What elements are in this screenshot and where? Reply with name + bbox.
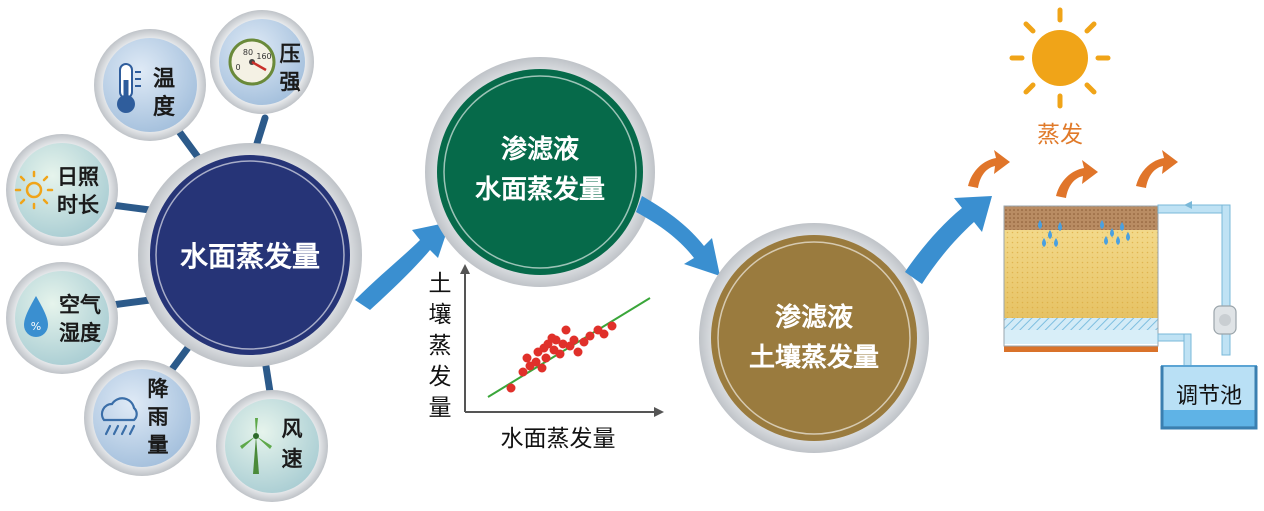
evaporation-arrows — [968, 150, 1178, 198]
sun-small-icon — [14, 170, 54, 210]
svg-text:%: % — [31, 320, 41, 333]
pump-icon — [1213, 305, 1237, 335]
scatter-points — [506, 321, 617, 393]
factor-humidity: % 空气 湿度 — [6, 262, 118, 374]
pressure-gauge-icon: 80 0 160 — [228, 38, 276, 86]
factor-sunshine-line1: 日照 — [57, 165, 99, 189]
factor-rain-line1: 降 — [148, 377, 170, 401]
scatter-ylabel-1: 土 — [429, 271, 452, 297]
green-node-line2: 水面蒸发量 — [475, 174, 605, 205]
wind-turbine-icon — [240, 418, 272, 474]
hub-label: 水面蒸发量 — [180, 240, 320, 273]
brown-node-line2: 土壤蒸发量 — [749, 342, 879, 373]
gauge-tick-160: 160 — [256, 52, 271, 61]
brown-node: 渗滤液 土壤蒸发量 — [699, 223, 929, 453]
factor-pressure-line1: 压 — [280, 42, 301, 66]
green-node-line1: 渗滤液 — [501, 134, 579, 165]
scatter-xlabel: 水面蒸发量 — [501, 426, 616, 452]
piping — [1157, 204, 1231, 367]
factor-rain: 降 雨 量 — [84, 360, 200, 476]
tank-label: 调节池 — [1176, 384, 1242, 409]
rain-cloud-icon — [100, 397, 138, 436]
factor-humidity-line2: 湿度 — [59, 321, 101, 345]
factor-temperature-line2: 度 — [153, 94, 176, 120]
flow-arrow-2 — [636, 196, 720, 276]
factor-humidity-line1: 空气 — [59, 293, 101, 317]
factor-wind-line2: 速 — [282, 447, 303, 471]
flow-arrow-3 — [905, 196, 992, 284]
scatter-ylabel-2: 壤 — [429, 302, 452, 328]
scatter-ylabel-3: 蒸 — [429, 333, 452, 359]
green-node: 渗滤液 水面蒸发量 — [425, 57, 655, 287]
scatter-plot: 土 壤 蒸 发 量 水面蒸发量 — [429, 264, 664, 452]
humidity-drop-icon: % — [24, 296, 48, 337]
thermometer-icon — [117, 63, 141, 113]
pipe-flow-arrow — [1184, 201, 1192, 209]
factor-wind: 风 速 — [216, 390, 328, 502]
factor-rain-line3: 量 — [148, 433, 169, 457]
factor-pressure: 80 0 160 压 强 — [210, 10, 314, 114]
factor-rain-line2: 雨 — [148, 405, 169, 429]
factor-sunshine-line2: 时长 — [57, 193, 100, 217]
evaporation-label: 蒸发 — [1037, 122, 1083, 148]
factor-temperature-line1: 温 — [153, 67, 175, 92]
brown-node-line1: 渗滤液 — [775, 302, 853, 333]
scatter-ylabel-5: 量 — [429, 395, 452, 421]
scatter-ylabel-4: 发 — [429, 364, 452, 390]
factor-sunshine: 日照 时长 — [6, 134, 118, 246]
regulating-tank: 调节池 — [1160, 365, 1258, 430]
flow-arrow-1 — [355, 222, 450, 310]
gauge-tick-80: 80 — [243, 48, 253, 57]
factor-pressure-line2: 强 — [280, 70, 301, 94]
gauge-tick-0: 0 — [235, 63, 240, 72]
hub-node: 水面蒸发量 — [138, 143, 362, 367]
factor-temperature: 温 度 — [94, 29, 206, 141]
sun-icon — [1009, 7, 1111, 109]
soil-column — [1003, 205, 1159, 352]
droplets — [1038, 220, 1130, 247]
factor-wind-line1: 风 — [282, 417, 303, 441]
